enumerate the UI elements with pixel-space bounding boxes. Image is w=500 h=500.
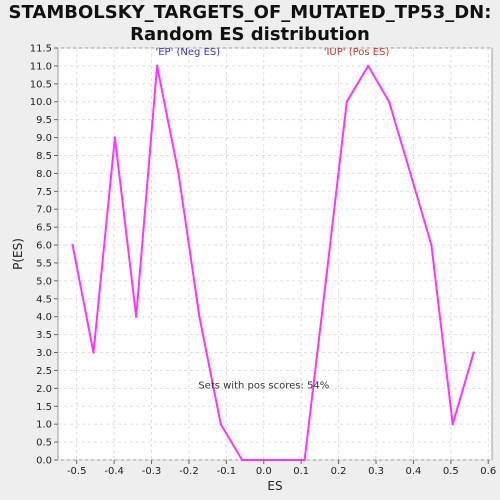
data-point <box>155 64 159 68</box>
data-point <box>387 100 391 103</box>
y-tick-label: 5.5 <box>36 258 52 269</box>
y-tick-label: 1.0 <box>36 420 52 431</box>
y-tick-label: 7.5 <box>36 187 52 198</box>
data-point <box>409 172 412 175</box>
y-tick-label: 6.0 <box>36 241 52 252</box>
x-tick-label: 0.5 <box>443 466 459 477</box>
data-point <box>134 315 138 318</box>
y-tick-label: 1.5 <box>36 402 52 413</box>
data-point <box>472 351 475 354</box>
y-tick-label: 10.0 <box>30 97 52 108</box>
y-tick-label: 9.0 <box>36 133 52 144</box>
data-point <box>92 351 95 354</box>
y-axis-label: P(ES) <box>11 238 25 270</box>
data-point <box>177 172 180 175</box>
chart-title-line2: Random ES distribution <box>130 24 370 45</box>
y-tick-label: 11.0 <box>30 61 52 72</box>
y-axis-ticks: 0.0 0.5 1.0 1.5 2.0 2.5 3.0 3.5 4.0 4.5 5.0 5.5 6.0 6… <box>30 44 58 467</box>
y-tick-label: 8.0 <box>36 169 52 180</box>
data-point <box>430 243 433 247</box>
x-tick-label: 0.2 <box>331 466 347 477</box>
x-tick-label: 0.6 <box>480 466 496 477</box>
y-tick-label: 2.0 <box>36 384 52 395</box>
y-tick-label: 3.0 <box>36 348 52 359</box>
annotation-label: 'IUP' (Pos ES) <box>324 47 390 58</box>
x-tick-label: 0.3 <box>368 466 384 477</box>
data-point <box>219 422 222 426</box>
data-point <box>324 279 328 283</box>
x-tick-label: -0.1 <box>217 466 237 477</box>
plot-area <box>57 47 493 461</box>
data-point <box>113 136 117 139</box>
y-tick-label: 10.5 <box>30 79 52 90</box>
data-point <box>451 422 454 426</box>
annotation-label: Sets with pos scores: 54% <box>198 380 329 391</box>
y-tick-label: 8.5 <box>36 151 52 162</box>
y-tick-label: 5.0 <box>36 276 52 287</box>
y-tick-label: 9.5 <box>36 115 52 126</box>
data-point <box>303 458 306 462</box>
es-distribution-line <box>71 64 475 461</box>
chart-title-line1: STAMBOLSKY_TARGETS_OF_MUTATED_TP53_DN: <box>8 2 492 23</box>
x-axis-label: ES <box>267 479 282 493</box>
y-tick-label: 4.0 <box>36 312 52 323</box>
data-point <box>240 458 244 462</box>
y-tick-label: 0.5 <box>36 438 52 449</box>
data-point <box>283 458 286 462</box>
annotation-label: 'EP' (Neg ES) <box>155 47 220 58</box>
data-point <box>366 64 370 68</box>
y-tick-label: 4.5 <box>36 294 52 305</box>
y-tick-label: 6.5 <box>36 223 52 234</box>
y-tick-label: 3.5 <box>36 330 52 341</box>
y-tick-label: 7.0 <box>36 205 52 216</box>
x-tick-label: 0.4 <box>405 466 421 477</box>
x-tick-label: -0.4 <box>104 466 124 477</box>
x-axis-ticks: -0.5 -0.4 -0.3 -0.2 -0.1 0.0 0.1 0.2 0.3 0.4 0.5 0.… <box>67 460 496 477</box>
data-point <box>262 458 265 462</box>
annotations: 'EP' (Neg ES) 'IUP' (Pos ES) Sets with pos… <box>155 47 389 391</box>
y-tick-label: 11.5 <box>30 44 52 55</box>
grid-lines <box>58 47 492 461</box>
data-point <box>198 315 201 318</box>
x-tick-label: -0.3 <box>142 466 162 477</box>
y-tick-label: 2.5 <box>36 366 52 377</box>
x-tick-label: 0.0 <box>256 466 272 477</box>
data-point <box>71 243 74 247</box>
data-point <box>345 100 349 103</box>
x-tick-label: -0.5 <box>67 466 87 477</box>
x-tick-label: 0.1 <box>293 466 309 477</box>
series-group <box>71 64 475 462</box>
y-tick-label: 0.0 <box>36 456 52 467</box>
x-tick-label: -0.2 <box>179 466 199 477</box>
